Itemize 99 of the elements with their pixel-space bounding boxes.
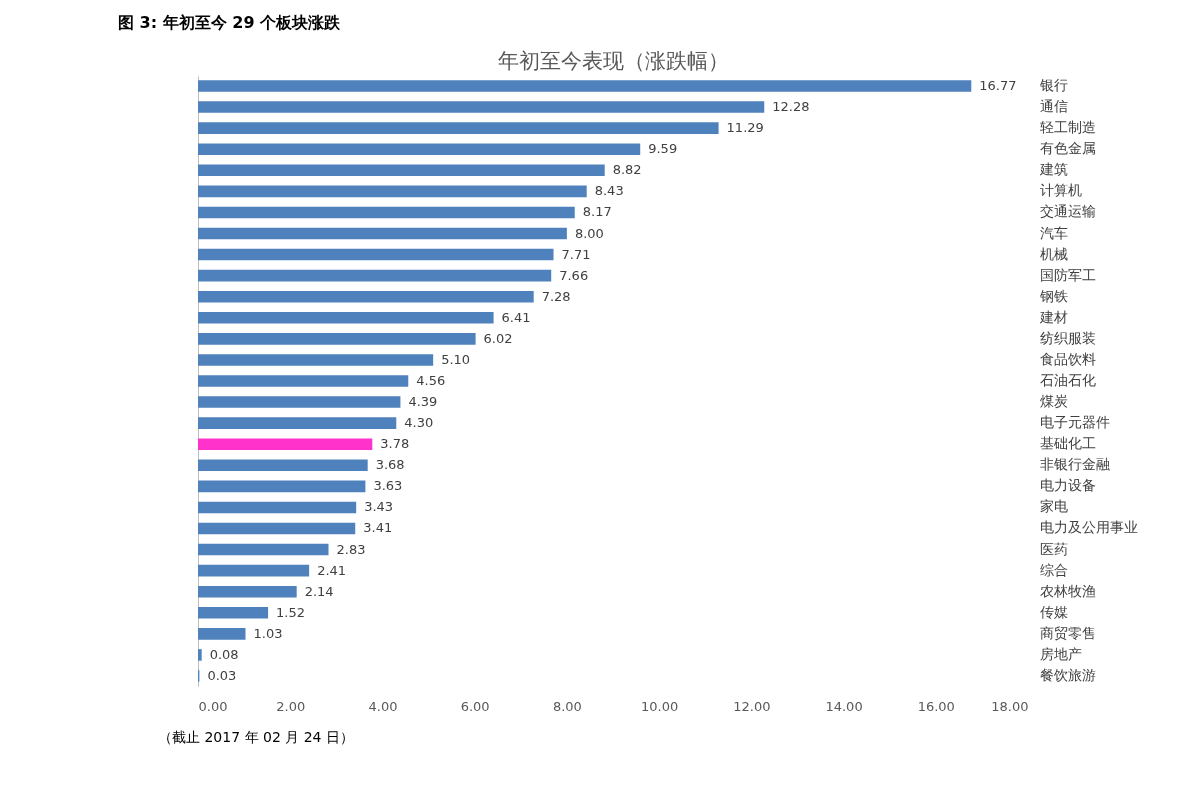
data-label: 6.02: [483, 330, 513, 346]
y-tick-label: 医药: [1040, 540, 1068, 557]
bar: [198, 522, 356, 535]
y-tick-label: 银行: [1039, 77, 1068, 94]
y-tick-label: 综合: [1040, 561, 1068, 578]
x-tick-label: 6.00: [460, 698, 490, 714]
y-tick-label: 食品饮料: [1040, 350, 1096, 367]
bar: [198, 311, 494, 324]
y-tick-label: 机械: [1040, 245, 1068, 262]
data-label: 1.03: [253, 625, 283, 641]
bar: [198, 80, 972, 92]
y-tick-label: 传媒: [1040, 603, 1068, 620]
data-label: 0.08: [209, 646, 239, 662]
y-tick-label: 餐饮旅游: [1040, 666, 1096, 683]
chart-subtitle: 年初至今表现（涨跌幅）: [497, 49, 729, 73]
y-tick-label: 煤炭: [1040, 393, 1068, 410]
data-label: 7.28: [541, 288, 571, 304]
data-label: 8.82: [612, 162, 642, 178]
data-label: 6.41: [501, 309, 531, 325]
bar: [198, 649, 202, 661]
bar: [198, 248, 554, 261]
data-label: 4.39: [408, 394, 438, 410]
data-label: 11.29: [726, 120, 764, 136]
data-label: 3.63: [373, 478, 403, 494]
bar: [198, 354, 434, 366]
data-label: 3.41: [363, 520, 393, 536]
bar: [198, 290, 534, 303]
data-label: 8.00: [574, 225, 604, 241]
bar: [198, 122, 719, 134]
bar: [198, 164, 605, 177]
bar: [198, 396, 401, 408]
y-tick-label: 房地产: [1040, 645, 1082, 662]
x-tick-label: 0.00: [198, 698, 228, 714]
bar: [198, 480, 366, 493]
data-label: 8.17: [582, 204, 612, 220]
y-tick-label: 基础化工: [1040, 435, 1096, 452]
data-label: 7.66: [559, 267, 589, 283]
bar: [198, 269, 552, 282]
y-tick-label: 计算机: [1040, 182, 1082, 199]
y-tick-label: 家电: [1040, 498, 1068, 515]
x-tick-label: 4.00: [368, 698, 398, 714]
x-tick-label: 8.00: [552, 698, 582, 714]
y-tick-label: 国防军工: [1040, 266, 1096, 283]
chart-title: 图 3: 年初至今 29 个板块涨跌: [118, 13, 342, 32]
y-tick-label: 交通运输: [1040, 203, 1096, 220]
x-tick-label: 18.00: [991, 698, 1029, 714]
y-tick-label: 钢铁: [1039, 287, 1068, 304]
data-label: 12.28: [772, 99, 810, 115]
data-label: 1.52: [276, 604, 306, 620]
bar: [198, 101, 765, 113]
bar: [198, 143, 641, 156]
bar: [198, 585, 297, 598]
x-tick-label: 12.00: [733, 698, 771, 714]
y-tick-label: 非银行金融: [1040, 456, 1110, 473]
bar: [198, 606, 269, 619]
y-tick-label: 有色金属: [1040, 140, 1096, 157]
y-tick-label: 电力设备: [1040, 477, 1096, 494]
data-label: 16.77: [979, 78, 1017, 94]
data-label: 2.14: [304, 583, 334, 599]
y-tick-label: 商贸零售: [1040, 624, 1096, 641]
bar: [198, 564, 310, 577]
y-tick-label: 建筑: [1039, 161, 1068, 178]
y-tick-label: 电子元器件: [1040, 414, 1110, 431]
data-label: 2.41: [317, 562, 347, 578]
y-tick-label: 石油石化: [1040, 372, 1096, 388]
bar: [198, 459, 368, 472]
bar: [198, 333, 476, 345]
bar: [198, 417, 397, 429]
data-label: 0.03: [207, 667, 237, 683]
bar: [198, 543, 329, 556]
y-tick-label: 轻工制造: [1040, 119, 1096, 136]
data-label: 9.59: [648, 141, 678, 157]
data-label: 8.43: [594, 183, 624, 199]
data-label: 3.43: [364, 499, 394, 515]
y-tick-label: 纺织服装: [1040, 329, 1096, 346]
y-tick-label: 建材: [1039, 308, 1068, 325]
x-tick-label: 2.00: [276, 698, 306, 714]
y-tick-label: 通信: [1040, 98, 1068, 115]
bar: [198, 227, 567, 240]
bar: [198, 185, 587, 198]
data-label: 7.71: [561, 246, 591, 262]
y-tick-label: 电力及公用事业: [1040, 519, 1138, 536]
text: （截止 2017 年 02 月 24 日）: [158, 729, 354, 745]
data-label: 4.30: [404, 415, 434, 431]
x-tick-label: 16.00: [917, 698, 955, 714]
y-tick-label: 汽车: [1040, 224, 1068, 241]
data-label: 5.10: [441, 351, 471, 367]
bar: [198, 501, 357, 514]
x-tick-label: 10.00: [641, 698, 679, 714]
bar: [198, 438, 373, 451]
bar: [198, 628, 246, 640]
bar: [198, 206, 575, 219]
x-tick-label: 14.00: [825, 698, 863, 714]
y-tick-label: 农林牧渔: [1040, 582, 1096, 599]
data-label: 3.78: [380, 436, 410, 452]
data-label: 4.56: [416, 373, 446, 388]
data-label: 3.68: [375, 457, 405, 473]
bar: [198, 375, 409, 387]
data-label: 2.83: [336, 541, 366, 557]
